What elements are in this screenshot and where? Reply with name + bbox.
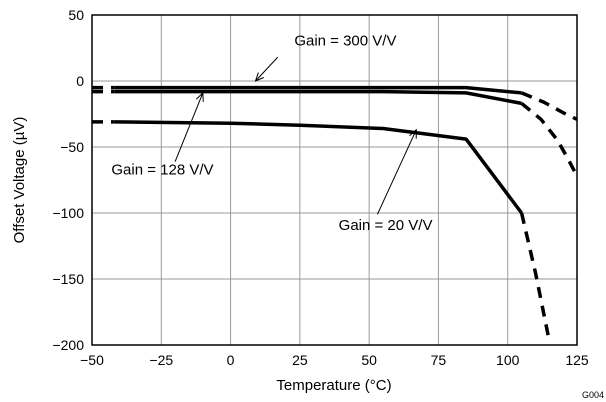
x-tick-label: 25: [292, 352, 308, 368]
x-tick-label: 50: [361, 352, 377, 368]
x-tick-label: 100: [496, 352, 520, 368]
y-tick-label: 50: [68, 7, 84, 23]
series-2-solid: [114, 120, 523, 215]
series-0-dashed-high: [520, 91, 578, 121]
x-tick-label: 75: [431, 352, 447, 368]
y-tick-label: −50: [60, 139, 84, 155]
y-tick-label: 0: [76, 73, 84, 89]
x-tick-label: −50: [80, 352, 104, 368]
y-tick-label: −150: [52, 271, 84, 287]
annotation-pointer: [174, 92, 204, 162]
x-tick-label: 0: [227, 352, 235, 368]
x-tick-label: 125: [565, 352, 589, 368]
series-1-solid: [114, 89, 522, 106]
x-tick-label: −25: [149, 352, 173, 368]
series-label: Gain = 20 V/V: [339, 217, 433, 234]
series-label: Gain = 300 V/V: [294, 32, 396, 49]
annotation-pointer: [377, 129, 417, 215]
series-label: Gain = 128 V/V: [111, 162, 213, 179]
annotation-arrowhead: [409, 128, 417, 139]
series-2-dashed-high: [519, 212, 552, 342]
y-axis-title: Offset Voltage (µV): [11, 117, 28, 244]
figure-code: G004: [582, 390, 604, 400]
x-axis-title: Temperature (°C): [276, 377, 391, 394]
tick-labels: −50 −25 0 25 50 75 100 125 −200 −150 −100 −50 0 50: [52, 7, 588, 368]
annotations: Gain = 300 V/V Gain = 128 V/V Gain = 20 V/…: [111, 32, 432, 234]
plot-frame: [91, 14, 578, 346]
grid: [91, 14, 578, 346]
series-0-solid: [114, 85, 522, 95]
series-lines: [92, 85, 579, 342]
y-tick-label: −100: [52, 205, 84, 221]
annotation-arrowhead: [254, 72, 264, 82]
annotation-pointer: [255, 56, 279, 82]
annotation-arrowhead: [196, 91, 204, 102]
y-tick-label: −200: [52, 337, 84, 353]
series-1-dashed-high: [520, 102, 579, 177]
